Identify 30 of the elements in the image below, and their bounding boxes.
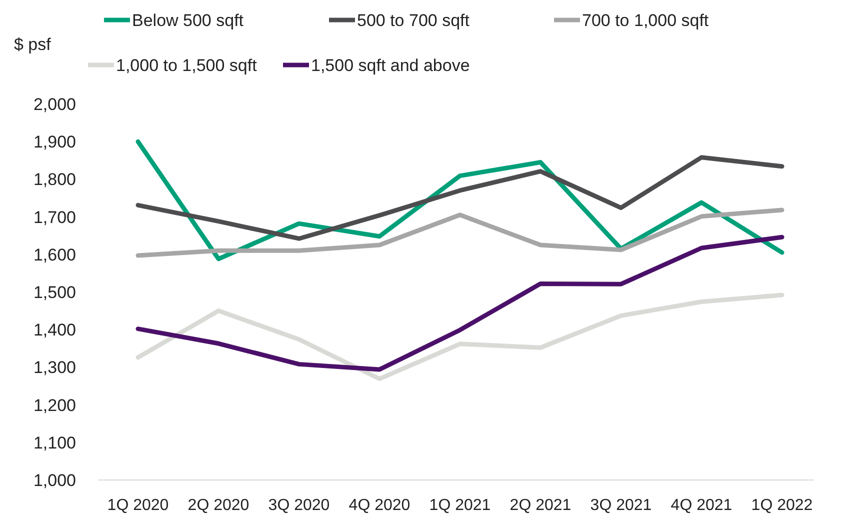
- x-tick-label: 2Q 2020: [188, 497, 250, 514]
- line-series: [136, 208, 784, 258]
- x-tick-label: 1Q 2020: [107, 497, 169, 514]
- x-tick-label: 4Q 2021: [670, 497, 732, 514]
- y-tick-label: 1,700: [33, 208, 76, 227]
- x-tick-label: 1Q 2022: [751, 497, 813, 514]
- y-tick-label: 2,000: [33, 94, 76, 114]
- x-tick-label: 1Q 2021: [429, 497, 491, 514]
- legend-label: 700 to 1,000 sqft: [582, 10, 709, 30]
- legend-label: 500 to 700 sqft: [357, 10, 470, 30]
- y-tick-label: 1,400: [33, 320, 76, 340]
- x-tick-label: 3Q 2021: [590, 497, 652, 514]
- y-tick-label: 1,000: [33, 470, 76, 490]
- x-tick-label: 2Q 2021: [510, 497, 572, 514]
- y-tick-label: 1,300: [33, 358, 76, 378]
- y-tick-label: 1,500: [33, 282, 76, 302]
- legend-label: Below 500 sqft: [132, 10, 244, 30]
- y-axis-title: $ psf: [14, 35, 52, 54]
- legend-label: 1,000 to 1,500 sqft: [116, 56, 258, 75]
- line-series: [136, 155, 784, 241]
- legend-label: 1,500 sqft and above: [311, 56, 470, 75]
- line-series: [136, 292, 784, 382]
- y-tick-label: 1,200: [33, 396, 76, 415]
- y-tick-label: 1,800: [33, 170, 76, 190]
- line-series: [136, 234, 784, 372]
- y-tick-label: 1,900: [33, 132, 76, 152]
- x-tick-label: 4Q 2020: [348, 497, 410, 514]
- y-tick-label: 1,100: [33, 433, 76, 452]
- y-tick-label: 1,600: [33, 245, 76, 264]
- x-tick-label: 3Q 2020: [268, 497, 330, 514]
